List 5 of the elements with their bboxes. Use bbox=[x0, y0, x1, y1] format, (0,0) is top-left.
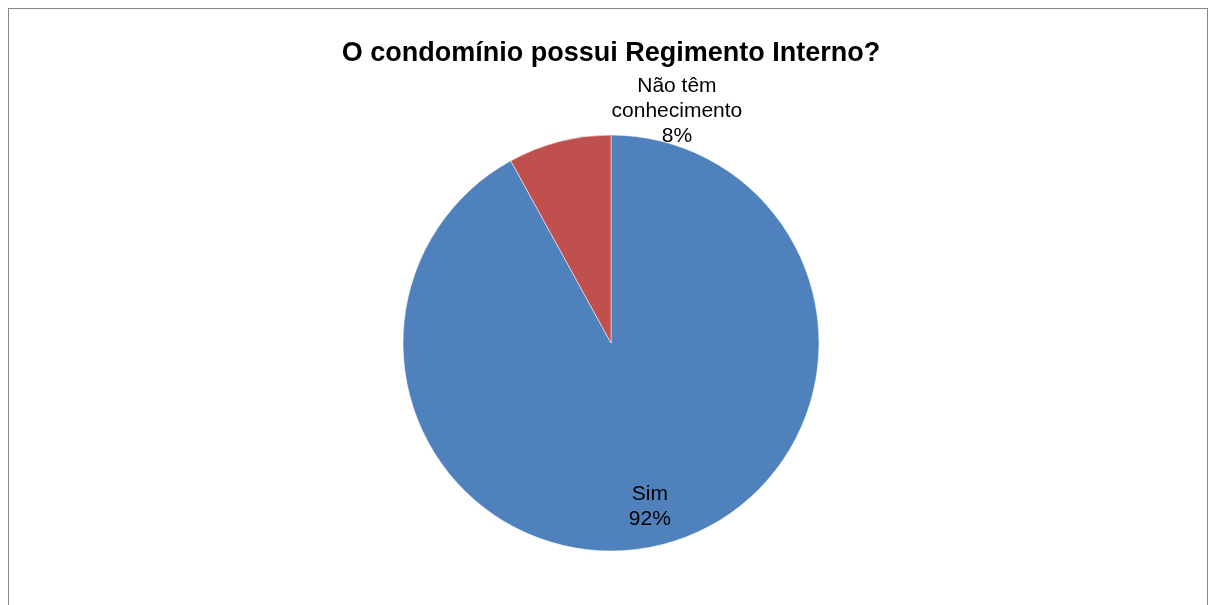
data-label: 8% bbox=[661, 123, 693, 147]
chart-title: O condomínio possui Regimento Interno? bbox=[341, 37, 881, 68]
slice-label: Não têm conhecimento bbox=[611, 73, 743, 122]
slice-label: Sim bbox=[631, 481, 668, 505]
data-label: 92% bbox=[628, 506, 671, 530]
